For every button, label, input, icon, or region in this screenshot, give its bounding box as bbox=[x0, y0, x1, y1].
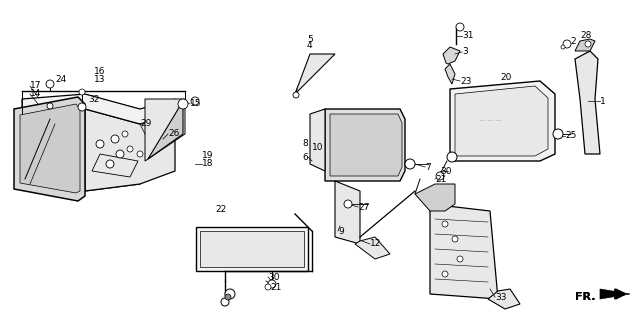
Text: 12: 12 bbox=[370, 240, 381, 249]
Text: 9: 9 bbox=[338, 226, 344, 235]
Circle shape bbox=[78, 103, 86, 111]
Circle shape bbox=[452, 236, 458, 242]
Text: 4: 4 bbox=[307, 41, 312, 50]
Text: 15: 15 bbox=[190, 100, 202, 108]
Polygon shape bbox=[145, 99, 185, 161]
Polygon shape bbox=[22, 94, 175, 124]
Circle shape bbox=[457, 256, 463, 262]
Text: 7: 7 bbox=[425, 162, 431, 172]
Polygon shape bbox=[14, 97, 85, 201]
Circle shape bbox=[265, 284, 271, 290]
Text: 30: 30 bbox=[268, 272, 280, 281]
Circle shape bbox=[561, 45, 565, 49]
Circle shape bbox=[442, 271, 448, 277]
Circle shape bbox=[137, 151, 143, 157]
Circle shape bbox=[111, 135, 119, 143]
Text: 24: 24 bbox=[55, 75, 67, 84]
Polygon shape bbox=[325, 109, 405, 181]
Polygon shape bbox=[600, 289, 630, 299]
Polygon shape bbox=[443, 47, 460, 64]
Text: 32: 32 bbox=[88, 94, 99, 103]
Text: FR.: FR. bbox=[575, 292, 595, 302]
Polygon shape bbox=[430, 204, 498, 299]
Text: 8: 8 bbox=[302, 139, 308, 149]
Polygon shape bbox=[415, 184, 455, 211]
Circle shape bbox=[116, 150, 124, 158]
Circle shape bbox=[436, 172, 444, 180]
Polygon shape bbox=[455, 86, 548, 156]
Circle shape bbox=[191, 97, 199, 105]
Polygon shape bbox=[85, 109, 175, 191]
Text: 20: 20 bbox=[500, 72, 511, 81]
Text: 6: 6 bbox=[302, 152, 308, 161]
Text: 19: 19 bbox=[202, 152, 214, 160]
Polygon shape bbox=[22, 109, 140, 191]
Circle shape bbox=[127, 146, 133, 152]
Circle shape bbox=[268, 280, 276, 288]
Circle shape bbox=[46, 80, 54, 88]
Polygon shape bbox=[295, 54, 335, 94]
Text: FR.: FR. bbox=[575, 292, 595, 302]
Circle shape bbox=[442, 221, 448, 227]
Polygon shape bbox=[148, 101, 183, 159]
Circle shape bbox=[225, 289, 235, 299]
Polygon shape bbox=[445, 64, 455, 84]
Circle shape bbox=[79, 89, 85, 95]
Circle shape bbox=[293, 92, 299, 98]
Polygon shape bbox=[92, 154, 138, 177]
Polygon shape bbox=[450, 81, 555, 161]
Text: 27: 27 bbox=[358, 203, 369, 211]
Text: 5: 5 bbox=[307, 34, 313, 43]
Circle shape bbox=[106, 160, 114, 168]
Polygon shape bbox=[575, 39, 595, 51]
Text: 13: 13 bbox=[94, 75, 106, 84]
Polygon shape bbox=[330, 114, 402, 176]
Text: 16: 16 bbox=[94, 66, 106, 76]
Circle shape bbox=[585, 41, 591, 47]
Circle shape bbox=[447, 152, 457, 162]
Text: 1: 1 bbox=[600, 97, 605, 106]
Text: 25: 25 bbox=[565, 131, 577, 140]
Circle shape bbox=[122, 131, 128, 137]
Text: 17: 17 bbox=[30, 81, 42, 91]
Polygon shape bbox=[335, 181, 360, 244]
Polygon shape bbox=[575, 51, 600, 154]
Circle shape bbox=[344, 200, 352, 208]
Text: 26: 26 bbox=[168, 130, 179, 138]
Polygon shape bbox=[200, 231, 304, 267]
Text: 3: 3 bbox=[462, 48, 468, 56]
Polygon shape bbox=[355, 237, 390, 259]
Text: 14: 14 bbox=[30, 90, 42, 99]
Text: 2: 2 bbox=[570, 36, 575, 46]
Circle shape bbox=[221, 298, 229, 306]
Circle shape bbox=[456, 23, 464, 31]
Text: — — —: — — — bbox=[479, 118, 501, 123]
Polygon shape bbox=[488, 289, 520, 309]
Text: 23: 23 bbox=[460, 77, 472, 85]
Circle shape bbox=[563, 40, 571, 48]
Text: 21: 21 bbox=[435, 174, 446, 183]
Circle shape bbox=[405, 159, 415, 169]
Text: 21: 21 bbox=[270, 283, 282, 292]
Polygon shape bbox=[196, 227, 308, 271]
Polygon shape bbox=[310, 109, 325, 171]
Circle shape bbox=[178, 99, 188, 109]
Text: 10: 10 bbox=[312, 143, 323, 152]
Text: 18: 18 bbox=[202, 160, 214, 168]
Text: 33: 33 bbox=[495, 293, 506, 301]
Circle shape bbox=[96, 140, 104, 148]
Circle shape bbox=[553, 129, 563, 139]
Text: 31: 31 bbox=[462, 32, 474, 41]
Text: 28: 28 bbox=[580, 32, 591, 41]
Circle shape bbox=[47, 103, 53, 109]
Text: 29: 29 bbox=[140, 120, 152, 129]
Text: 30: 30 bbox=[440, 167, 451, 175]
Circle shape bbox=[225, 294, 231, 300]
Text: 22: 22 bbox=[215, 204, 227, 213]
Polygon shape bbox=[20, 104, 80, 193]
